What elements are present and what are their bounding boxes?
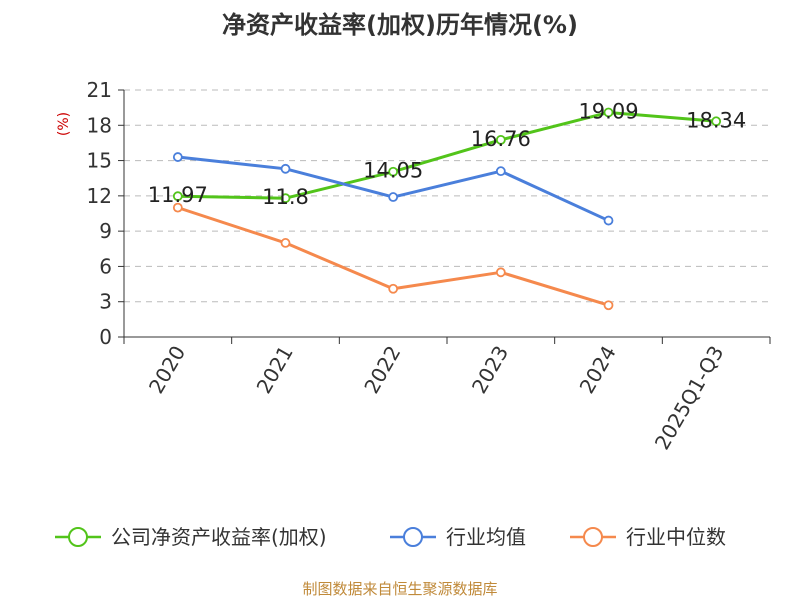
y-tick-label: 15 (87, 149, 112, 173)
data-point (172, 152, 183, 162)
data-point (495, 267, 506, 278)
y-tick-label: 3 (99, 290, 112, 314)
x-tick-label: 2024 (575, 342, 621, 398)
data-point (603, 107, 614, 118)
y-tick-label: 0 (99, 325, 112, 349)
x-tick-label: 2021 (252, 342, 298, 398)
y-tick-label: 6 (99, 254, 112, 278)
source-note: 制图数据来自恒生聚源数据库 (302, 580, 497, 598)
axes: 0 3 6 9 12 15 18 21 2020 2021 2022 2023 2024 2025Q1-Q… (87, 78, 771, 454)
data-point (388, 283, 399, 294)
y-tick-label: 18 (87, 113, 112, 137)
data-point (388, 166, 399, 177)
data-point (603, 215, 614, 226)
data-point (388, 192, 399, 202)
x-tick-label: 2025Q1-Q3 (650, 342, 729, 454)
data-label: 11.8 (262, 185, 309, 209)
data-label: 19.09 (578, 99, 638, 123)
data-labels: 11.97 11.8 14.05 16.76 19.09 18.34 (148, 99, 746, 209)
data-point (711, 116, 722, 127)
y-tick-label: 9 (99, 219, 112, 243)
legend-swatch-marker (68, 527, 88, 547)
series-lines (172, 107, 722, 311)
data-point (172, 191, 183, 202)
legend-label: 行业中位数 (626, 525, 726, 549)
chart-title: 净资产收益率(加权)历年情况(%) (222, 11, 578, 39)
data-point (280, 238, 291, 248)
data-point (280, 163, 291, 174)
grid-lines (124, 89, 770, 303)
x-tick-label: 2020 (144, 342, 190, 398)
data-point (495, 134, 506, 145)
data-point (280, 193, 291, 204)
data-point (495, 166, 506, 177)
legend-swatch-marker (403, 527, 423, 547)
data-label: 14.05 (363, 159, 423, 183)
legend-swatch-marker (583, 527, 603, 547)
x-tick-label: 2023 (467, 342, 513, 398)
legend-label: 公司净资产收益率(加权) (111, 525, 327, 549)
data-label: 11.97 (148, 183, 208, 207)
y-axis-label: (%) (56, 112, 72, 136)
y-tick-label: 12 (87, 184, 112, 208)
data-point (172, 202, 183, 213)
data-label: 16.76 (471, 127, 531, 151)
x-tick-label: 2022 (359, 342, 405, 398)
y-tick-label: 21 (87, 78, 112, 102)
series-line (177, 110, 717, 200)
data-point (603, 300, 614, 311)
legend: 公司净资产收益率(加权) 行业均值 行业中位数 (55, 525, 726, 549)
legend-label: 行业均值 (446, 525, 526, 549)
data-label: 18.34 (686, 108, 746, 132)
